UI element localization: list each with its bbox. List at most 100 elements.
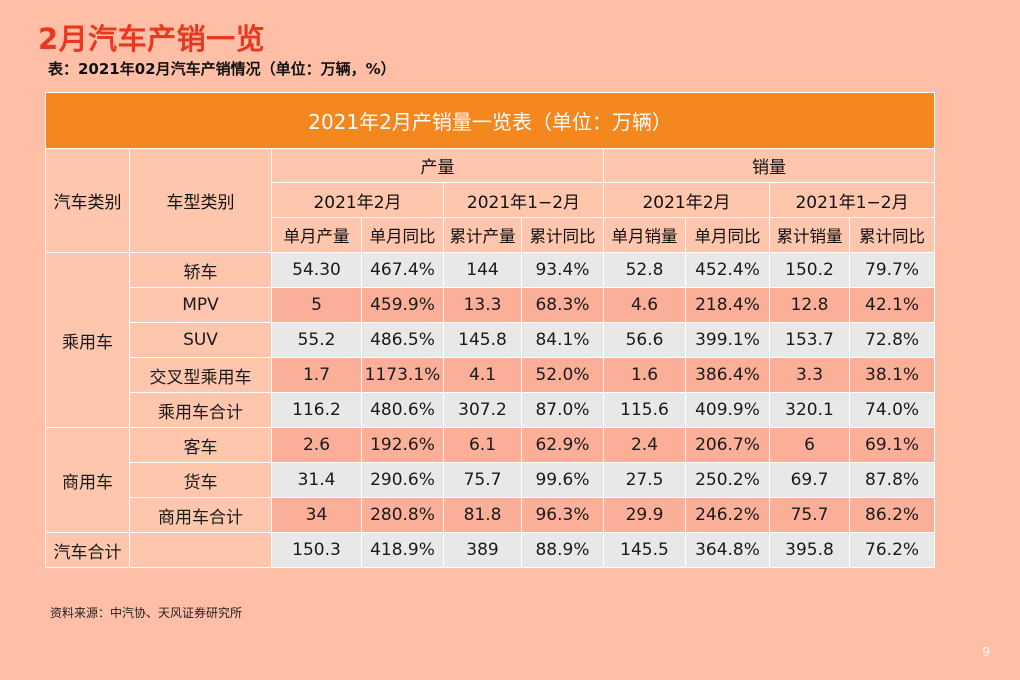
value-cell: 31.4 (271, 462, 362, 498)
value-cell: 145.5 (603, 532, 686, 568)
value-cell: 27.5 (603, 462, 686, 498)
value-cell: 93.4% (521, 252, 604, 288)
page-number: 9 (982, 645, 990, 659)
value-cell: 150.2 (769, 252, 850, 288)
header-model-class: 车型类别 (129, 148, 272, 253)
value-cell: 56.6 (603, 322, 686, 358)
model-class-cell: 轿车 (129, 252, 272, 288)
subheader-ytd-sales: 累计销量 (769, 217, 850, 253)
value-cell: 452.4% (685, 252, 770, 288)
table-row: 商用车 客车 2.6 192.6% 6.1 62.9% 2.4 206.7% 6 69.1% (45, 427, 936, 533)
subheader-ytd-production: 累计产量 (443, 217, 522, 253)
value-cell: 81.8 (443, 497, 522, 533)
value-cell: 96.3% (521, 497, 604, 533)
value-cell: 87.8% (848, 462, 936, 498)
header-production-ytd: 2021年1−2月 (443, 182, 604, 218)
value-cell: 116.2 (271, 392, 362, 428)
header-production: 产量 (271, 148, 604, 183)
model-class-cell: 货车 (129, 462, 272, 498)
model-class-cell: SUV (129, 322, 272, 358)
value-cell: 99.6% (521, 462, 604, 498)
value-cell: 459.9% (361, 287, 444, 323)
value-cell: 86.2% (848, 497, 936, 533)
value-cell: 145.8 (443, 322, 522, 358)
value-cell: 192.6% (361, 427, 444, 463)
value-cell: 69.1% (848, 427, 936, 463)
value-cell: 75.7 (769, 497, 850, 533)
sales-table: 2021年2月产销量一览表（单位：万辆） 汽车类别 车型类别 产量 销量 202… (44, 92, 936, 568)
subheader-monthly-production-yoy: 单月同比 (361, 217, 444, 253)
value-cell: 55.2 (271, 322, 362, 358)
value-cell: 54.30 (271, 252, 362, 288)
value-cell: 2.6 (271, 427, 362, 463)
value-cell: 2.4 (603, 427, 686, 463)
value-cell: 69.7 (769, 462, 850, 498)
value-cell: 5 (271, 287, 362, 323)
table-body: 乘用车 轿车 54.30 467.4% 144 93.4% 52.8 452.4% 150.2 7… (45, 252, 936, 568)
value-cell: 409.9% (685, 392, 770, 428)
value-cell: 150.3 (271, 532, 362, 568)
source-note: 资料来源：中汽协、天风证券研究所 (50, 606, 243, 620)
value-cell: 6.1 (443, 427, 522, 463)
value-cell: 418.9% (361, 532, 444, 568)
value-cell: 364.8% (685, 532, 770, 568)
subheader-ytd-sales-yoy: 累计同比 (848, 217, 936, 253)
table-row: SUV 55.2 486.5% 145.8 84.1% 56.6 399.1% 153.7 72… (46, 322, 936, 358)
model-class-cell (129, 532, 272, 568)
value-cell: 467.4% (361, 252, 444, 288)
value-cell: 1.6 (603, 357, 686, 393)
table-row: 乘用车合计 116.2 480.6% 307.2 87.0% 115.6 409.9% 320… (46, 392, 936, 428)
table-title: 2021年2月产销量一览表（单位：万辆） (44, 92, 936, 149)
page-title: 2月汽车产销一览 (38, 22, 266, 56)
value-cell: 290.6% (361, 462, 444, 498)
value-cell: 218.4% (685, 287, 770, 323)
header-sales-month: 2021年2月 (603, 182, 770, 218)
subheader-monthly-sales: 单月销量 (603, 217, 686, 253)
value-cell: 4.6 (603, 287, 686, 323)
value-cell: 6 (769, 427, 850, 463)
subheader-monthly-production: 单月产量 (271, 217, 362, 253)
value-cell: 206.7% (685, 427, 770, 463)
value-cell: 1173.1% (361, 357, 444, 393)
value-cell: 13.3 (443, 287, 522, 323)
vehicle-class-cell: 商用车 (45, 427, 130, 533)
value-cell: 84.1% (521, 322, 604, 358)
model-class-cell: 客车 (129, 427, 272, 463)
table-row: 汽车合计 150.3 418.9% 389 88.9% 145.5 364.8% 395.8 7… (45, 532, 936, 568)
value-cell: 3.3 (769, 357, 850, 393)
value-cell: 75.7 (443, 462, 522, 498)
value-cell: 72.8% (848, 322, 936, 358)
value-cell: 115.6 (603, 392, 686, 428)
header-sales: 销量 (602, 148, 936, 183)
value-cell: 68.3% (521, 287, 604, 323)
value-cell: 52.8 (603, 252, 686, 288)
vehicle-class-cell: 汽车合计 (45, 532, 130, 568)
value-cell: 144 (443, 252, 522, 288)
model-class-cell: 商用车合计 (129, 497, 272, 533)
model-class-cell: 乘用车合计 (129, 392, 272, 428)
value-cell: 153.7 (769, 322, 850, 358)
value-cell: 38.1% (848, 357, 936, 393)
value-cell: 250.2% (685, 462, 770, 498)
value-cell: 74.0% (848, 392, 936, 428)
model-class-cell: MPV (129, 287, 272, 323)
value-cell: 1.7 (271, 357, 362, 393)
value-cell: 62.9% (521, 427, 604, 463)
table-row: 乘用车 轿车 54.30 467.4% 144 93.4% 52.8 452.4% 150.2 7… (45, 252, 936, 428)
table-row: 商用车合计 34 280.8% 81.8 96.3% 29.9 246.2% 75.7 86.2… (46, 497, 936, 533)
value-cell: 280.8% (361, 497, 444, 533)
value-cell: 399.1% (685, 322, 770, 358)
value-cell: 480.6% (361, 392, 444, 428)
value-cell: 76.2% (848, 532, 936, 568)
value-cell: 79.7% (848, 252, 936, 288)
value-cell: 87.0% (521, 392, 604, 428)
header-production-month: 2021年2月 (271, 182, 444, 218)
page-subtitle: 表：2021年02月汽车产销情况（单位：万辆，%） (48, 60, 396, 78)
value-cell: 320.1 (769, 392, 850, 428)
value-cell: 307.2 (443, 392, 522, 428)
value-cell: 12.8 (769, 287, 850, 323)
model-class-cell: 交叉型乘用车 (129, 357, 272, 393)
value-cell: 88.9% (521, 532, 604, 568)
value-cell: 389 (443, 532, 522, 568)
header-sales-ytd: 2021年1−2月 (768, 182, 936, 218)
